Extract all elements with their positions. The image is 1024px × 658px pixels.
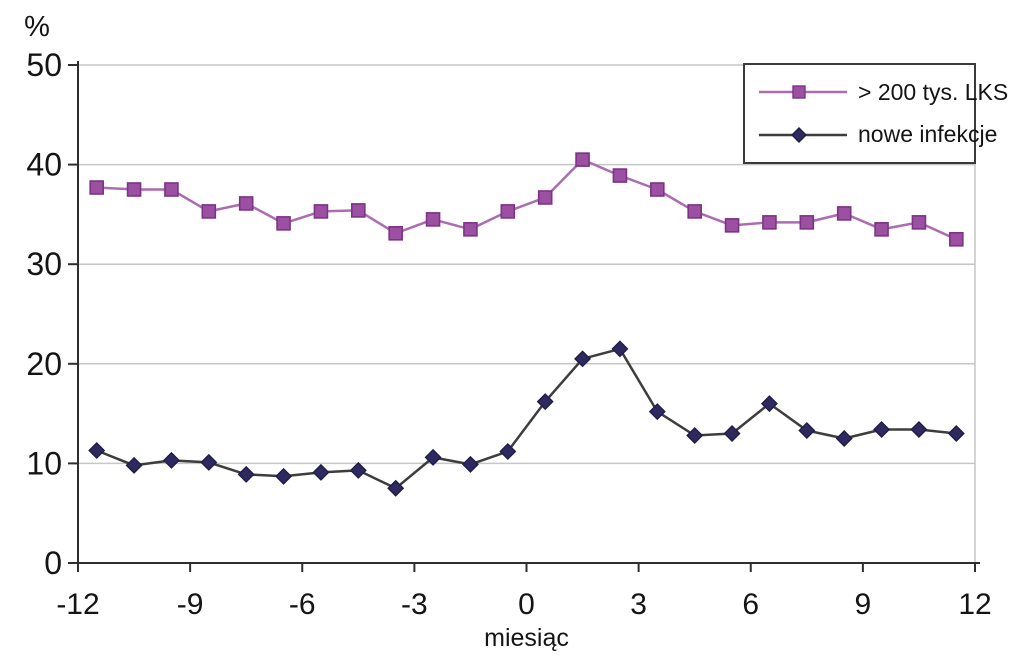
data-point-marker xyxy=(312,463,330,481)
data-point-marker xyxy=(836,206,852,221)
data-point-marker xyxy=(760,395,778,413)
series-line-1 xyxy=(96,347,957,490)
data-point-marker xyxy=(686,427,704,445)
x-tick-label: -9 xyxy=(177,588,204,621)
data-point-marker xyxy=(276,216,291,231)
x-axis-title: miesiąc xyxy=(484,624,569,652)
data-point-marker xyxy=(724,218,740,233)
data-point-marker xyxy=(798,422,816,440)
data-point-marker xyxy=(88,441,106,459)
x-tick-label: 9 xyxy=(855,588,872,621)
data-point-marker xyxy=(425,212,441,227)
data-point-marker xyxy=(275,467,293,485)
y-tick-label: 10 xyxy=(26,445,62,481)
data-point-marker xyxy=(612,168,628,183)
y-tick-label: 30 xyxy=(26,246,62,282)
data-point-marker xyxy=(762,215,777,230)
x-tick-label: 12 xyxy=(958,588,991,621)
data-point-marker xyxy=(574,350,592,368)
data-point-marker xyxy=(126,182,142,197)
y-axis-unit-label: % xyxy=(24,11,50,43)
data-point-marker xyxy=(650,182,665,197)
legend: > 200 tys. LKS nowe infekcje xyxy=(743,63,1008,164)
legend-item-200tys-lks: > 200 tys. LKS xyxy=(757,79,1008,106)
data-point-marker xyxy=(911,215,927,230)
x-tick-label: -3 xyxy=(401,588,428,621)
data-point-marker xyxy=(611,340,629,358)
data-point-marker xyxy=(947,425,965,443)
data-point-marker xyxy=(463,222,478,237)
x-tick-label: -12 xyxy=(56,588,99,621)
x-tick-label: 6 xyxy=(742,588,759,621)
data-point-marker xyxy=(89,180,104,195)
diamond-marker-icon xyxy=(791,126,807,143)
data-point-marker xyxy=(351,203,366,218)
legend-item-nowe-infekcje: nowe infekcje xyxy=(757,121,997,148)
data-point-marker xyxy=(237,465,255,483)
data-point-marker xyxy=(799,215,815,230)
data-point-marker xyxy=(162,451,180,469)
square-marker-icon xyxy=(792,85,806,99)
data-point-marker xyxy=(648,403,666,421)
data-point-marker xyxy=(835,430,853,447)
data-point-marker xyxy=(238,196,254,211)
series-line-0 xyxy=(96,158,957,241)
data-point-marker xyxy=(461,455,479,473)
data-point-marker xyxy=(949,232,964,247)
data-point-marker xyxy=(910,421,928,439)
data-point-marker xyxy=(723,425,741,443)
data-point-marker xyxy=(424,448,442,466)
x-tick-label: -6 xyxy=(289,588,316,621)
legend-item-label: nowe infekcje xyxy=(858,121,998,148)
y-tick-label: 50 xyxy=(26,47,62,83)
data-point-marker xyxy=(500,204,516,219)
data-point-marker xyxy=(873,421,891,439)
data-point-marker xyxy=(687,204,702,219)
data-point-marker xyxy=(575,152,590,167)
legend-square-marker-icon xyxy=(757,81,849,103)
y-tick-label: 40 xyxy=(26,147,62,183)
y-tick-label: 20 xyxy=(26,346,62,382)
data-point-marker xyxy=(200,453,218,471)
x-tick-label: 0 xyxy=(518,588,535,621)
data-point-marker xyxy=(349,461,367,479)
x-tick-label: 3 xyxy=(630,588,647,621)
data-point-marker xyxy=(201,204,217,219)
data-point-marker xyxy=(874,222,889,237)
data-point-marker xyxy=(387,479,405,497)
data-point-marker xyxy=(537,190,553,205)
legend-sample-canvas xyxy=(759,85,847,99)
legend-item-label: > 200 tys. LKS xyxy=(858,78,1009,105)
y-tick-label: 0 xyxy=(44,545,62,581)
data-point-marker xyxy=(536,393,554,411)
data-point-marker xyxy=(313,204,329,219)
data-point-marker xyxy=(499,442,517,460)
data-point-marker xyxy=(388,226,403,241)
data-point-marker xyxy=(164,182,179,197)
data-point-marker xyxy=(125,456,143,474)
legend-sample-canvas xyxy=(759,126,847,143)
legend-diamond-marker-icon xyxy=(757,124,849,146)
